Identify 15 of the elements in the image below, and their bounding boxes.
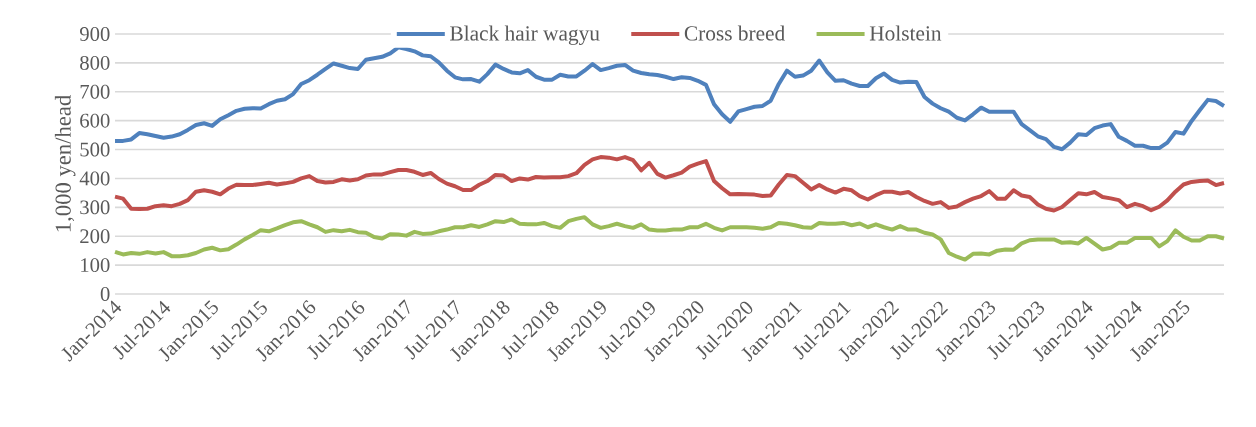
y-tick-label: 500 xyxy=(80,142,110,157)
legend-label: Cross breed xyxy=(684,25,785,41)
y-tick-label: 900 xyxy=(79,27,110,41)
legend-label: Holstein xyxy=(869,25,942,41)
y-tick-label: 700 xyxy=(80,84,110,99)
y-tick-label: 600 xyxy=(80,113,110,128)
y-tick-label: 800 xyxy=(80,55,110,70)
y-tick-label: 100 xyxy=(81,258,110,273)
line-series xyxy=(113,155,1226,213)
y-axis-title: 1,000 yen/head xyxy=(54,95,76,232)
y-tick-label: 200 xyxy=(80,229,110,244)
legend-label: Black hair wagyu xyxy=(450,25,600,45)
y-tick-label: 400 xyxy=(79,171,110,186)
y-tick-label: 0 xyxy=(100,287,110,301)
y-tick-label: 300 xyxy=(80,200,110,215)
